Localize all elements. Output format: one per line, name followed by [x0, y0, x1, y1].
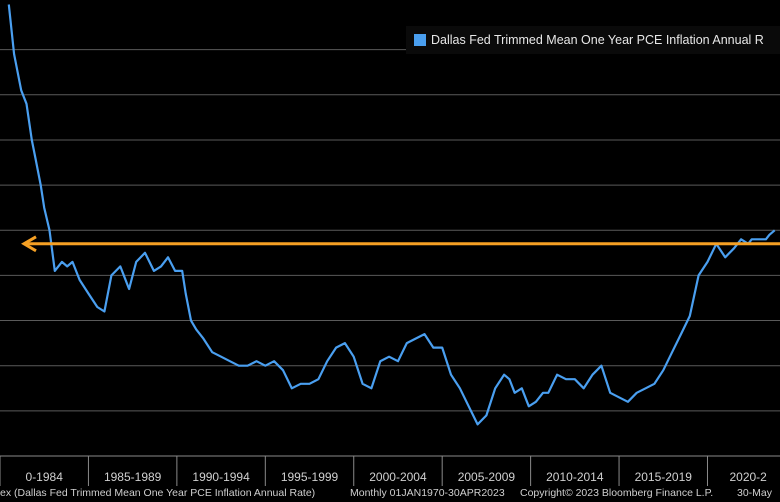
x-tick-label: 2000-2004	[369, 470, 427, 484]
legend-label: Dallas Fed Trimmed Mean One Year PCE Inf…	[431, 33, 764, 47]
legend: Dallas Fed Trimmed Mean One Year PCE Inf…	[406, 26, 780, 54]
footer-copyright: Copyright© 2023 Bloomberg Finance L.P.	[520, 487, 714, 499]
x-tick-label: 2015-2019	[635, 470, 693, 484]
x-tick-labels: 0-1984 1985-1989 1990-1994 1995-1999 2000-20…	[26, 470, 768, 484]
x-tick-label: 1990-1994	[192, 470, 250, 484]
x-axis-separators	[0, 456, 708, 486]
x-tick-label: 0-1984	[26, 470, 64, 484]
footer-frequency: Monthly 01JAN1970-30APR2023	[350, 487, 505, 499]
x-tick-label: 1985-1989	[104, 470, 162, 484]
reference-arrow	[21, 235, 780, 253]
x-tick-label: 2020-2	[729, 470, 767, 484]
footer-date: 30-May	[737, 487, 773, 499]
y-gridlines	[0, 49, 780, 412]
series-layer	[7, 4, 776, 426]
footer: ex (Dallas Fed Trimmed Mean One Year PCE…	[0, 487, 780, 502]
x-tick-label: 2005-2009	[458, 470, 516, 484]
x-tick-label: 1995-1999	[281, 470, 339, 484]
x-tick-label: 2010-2014	[546, 470, 604, 484]
reference-arrowhead	[21, 235, 37, 253]
legend-swatch	[414, 34, 426, 46]
footer-source: ex (Dallas Fed Trimmed Mean One Year PCE…	[0, 487, 316, 499]
series-line	[7, 4, 776, 426]
